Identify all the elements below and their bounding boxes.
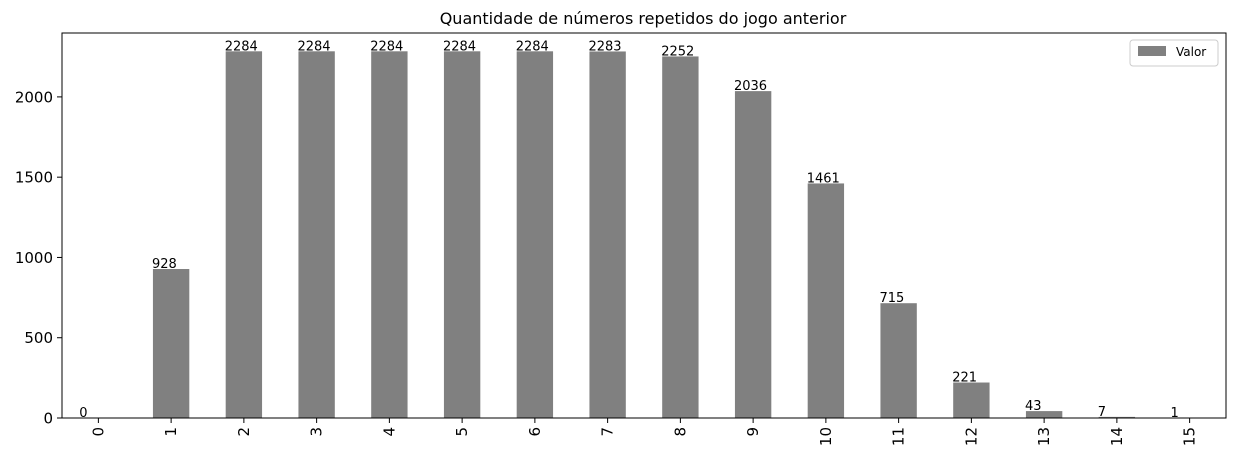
bar-3 [298,51,334,418]
y-tick-label-1500: 1500 [15,169,53,187]
bar-11 [880,303,916,418]
x-tick-label-10: 10 [817,427,835,446]
data-label-15: 1 [1170,406,1178,421]
data-label-6: 2284 [516,39,549,54]
y-tick-label-1000: 1000 [15,249,53,267]
x-tick-label-2: 2 [235,427,253,437]
x-tick-label-3: 3 [308,427,326,437]
data-label-8: 2252 [661,44,694,59]
bar-9 [735,91,771,418]
x-tick-label-6: 6 [526,427,544,437]
data-label-1: 928 [152,257,177,272]
x-tick-label-1: 1 [162,427,180,437]
data-label-12: 221 [952,371,977,386]
bar-5 [444,51,480,418]
data-label-3: 2284 [297,39,330,54]
data-label-0: 0 [79,406,87,421]
x-tick-label-0: 0 [89,427,107,437]
data-label-4: 2284 [370,39,403,54]
x-tick-label-14: 14 [1108,427,1126,446]
bar-8 [662,56,698,418]
data-label-10: 1461 [807,171,840,186]
bars-layer [153,51,1208,418]
data-label-7: 2283 [588,39,621,54]
x-tick-label-9: 9 [744,427,762,437]
data-label-2: 2284 [225,39,258,54]
x-tick-label-11: 11 [890,427,908,446]
x-tick-label-15: 15 [1181,427,1199,446]
legend: Valor [1130,40,1218,66]
data-label-13: 43 [1025,399,1042,414]
bar-2 [226,51,262,418]
data-label-5: 2284 [443,39,476,54]
bar-12 [953,383,989,418]
data-label-9: 2036 [734,79,767,94]
y-axis: 0 500 1000 1500 2000 [15,88,62,427]
bar-7 [589,51,625,418]
y-tick-label-2000: 2000 [15,88,53,106]
bar-6 [517,51,553,418]
x-tick-label-5: 5 [453,427,471,437]
x-tick-label-13: 13 [1035,427,1053,446]
x-tick-label-8: 8 [671,427,689,437]
bar-1 [153,269,189,418]
legend-swatch [1138,46,1166,56]
y-tick-label-500: 500 [24,329,53,347]
x-tick-label-12: 12 [962,427,980,446]
legend-label: Valor [1176,45,1206,59]
chart-title: Quantidade de números repetidos do jogo … [440,9,847,28]
x-tick-label-7: 7 [599,427,617,437]
bar-10 [808,183,844,418]
bar-4 [371,51,407,418]
data-label-11: 715 [879,291,904,306]
x-tick-label-4: 4 [380,427,398,437]
y-tick-label-0: 0 [43,410,53,428]
